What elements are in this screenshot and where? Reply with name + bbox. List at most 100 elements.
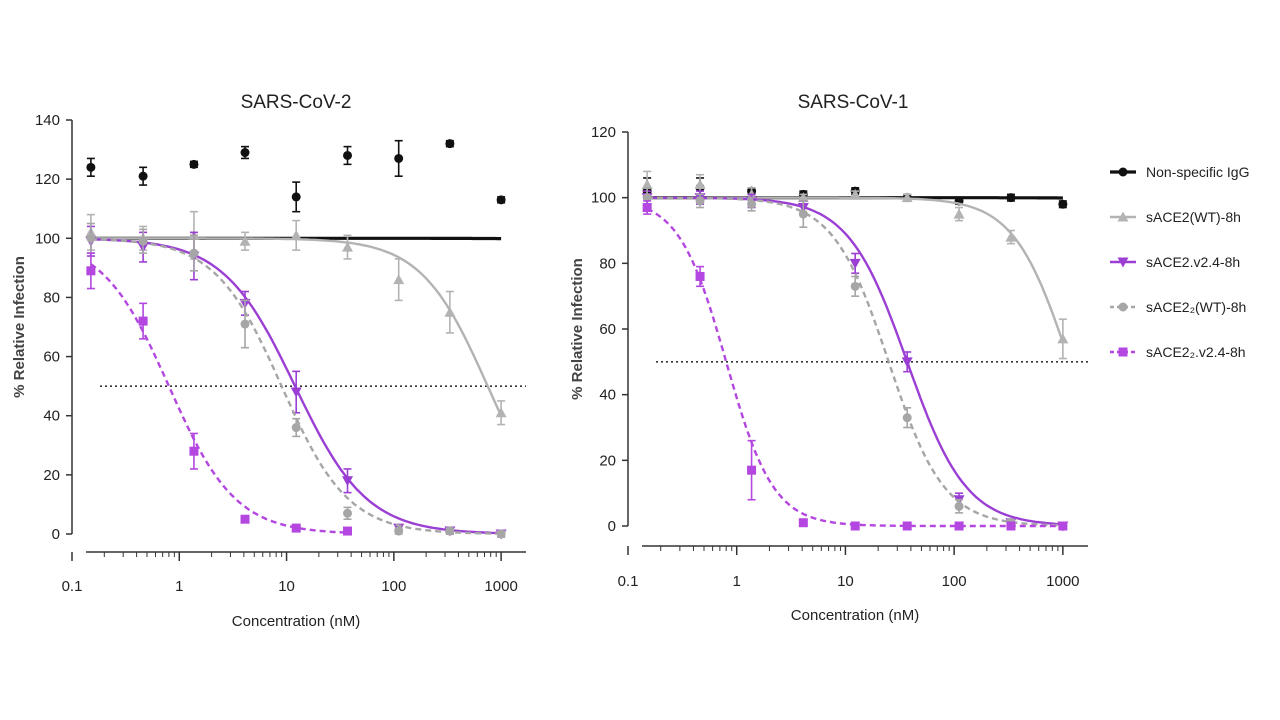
data-point xyxy=(850,281,860,291)
data-point xyxy=(953,208,965,219)
legend-item-wt2: sACE2₂(WT)-8h xyxy=(1110,299,1246,315)
data-point xyxy=(342,476,354,487)
data-point xyxy=(343,150,353,160)
fit-curve xyxy=(647,196,1063,526)
series-v242 xyxy=(642,200,1068,531)
data-point xyxy=(695,196,705,206)
data-point xyxy=(1005,231,1017,242)
data-point xyxy=(444,306,456,317)
legend-marker xyxy=(1118,347,1128,357)
y-tick-label: 60 xyxy=(599,321,616,338)
data-point xyxy=(393,274,405,285)
data-point xyxy=(849,188,861,199)
chart-panel-sars-cov-1: SARS-CoV-1 0 20 40 60 80 100 120 0.1 1 10 100 1000 Co… xyxy=(569,92,1088,624)
y-tick-label: 120 xyxy=(591,124,616,141)
y-tick-label: 120 xyxy=(35,171,60,188)
data-point xyxy=(641,179,653,190)
data-point xyxy=(189,446,199,456)
x-tick-label: 10 xyxy=(278,578,295,595)
series-v242 xyxy=(86,252,353,536)
chart-title: SARS-CoV-1 xyxy=(798,92,909,113)
data-point xyxy=(189,248,199,258)
data-point xyxy=(291,192,301,202)
y-axis-label: % Relative Infection xyxy=(569,258,586,400)
y-tick-label: 0 xyxy=(608,518,616,535)
legend: Non-specific IgG sACE2(WT)-8h sACE2.v2.4-8… xyxy=(1110,164,1249,360)
data-point xyxy=(695,271,705,281)
data-point xyxy=(1058,199,1068,209)
chart-title: SARS-CoV-2 xyxy=(241,92,352,113)
y-tick-label: 100 xyxy=(591,190,616,207)
fit-curve xyxy=(647,196,1063,527)
legend-label: sACE2₂(WT)-8h xyxy=(1146,299,1246,315)
y-tick-label: 40 xyxy=(43,408,60,425)
data-point xyxy=(902,521,912,531)
data-point xyxy=(747,199,757,209)
x-axis-label: Concentration (nM) xyxy=(232,613,360,630)
data-point xyxy=(1057,333,1069,344)
data-point xyxy=(496,529,506,539)
x-tick-label: 1 xyxy=(175,578,183,595)
x-tick-label: 10 xyxy=(837,573,854,590)
data-point xyxy=(86,233,96,243)
x-axis-label: Concentration (nM) xyxy=(791,607,919,624)
series-v24 xyxy=(85,225,507,540)
data-point xyxy=(694,179,706,190)
data-point xyxy=(291,423,301,433)
data-point xyxy=(291,523,301,533)
data-point xyxy=(445,526,455,536)
legend-label: sACE2₂.v2.4-8h xyxy=(1146,344,1246,360)
series-wt2 xyxy=(642,187,1068,531)
data-point xyxy=(496,195,506,205)
data-point xyxy=(240,514,250,524)
fit-curve xyxy=(90,263,348,534)
data-point xyxy=(901,357,913,368)
data-point xyxy=(954,521,964,531)
legend-item-wt: sACE2(WT)-8h xyxy=(1110,209,1241,225)
data-point xyxy=(86,162,96,172)
data-point xyxy=(239,235,251,246)
data-point xyxy=(138,236,148,246)
data-point xyxy=(342,241,354,252)
data-point xyxy=(138,316,148,326)
data-point xyxy=(902,413,912,423)
data-point xyxy=(642,203,652,213)
data-point xyxy=(954,501,964,511)
data-point xyxy=(86,266,96,276)
legend-marker xyxy=(1117,211,1129,222)
y-tick-label: 40 xyxy=(599,387,616,404)
data-point xyxy=(343,526,353,536)
y-tick-label: 100 xyxy=(35,230,60,247)
legend-marker xyxy=(1118,302,1128,312)
legend-item-igg: Non-specific IgG xyxy=(1110,164,1249,180)
data-point xyxy=(901,192,913,203)
x-tick-label: 100 xyxy=(381,578,406,595)
data-point xyxy=(1006,521,1016,531)
x-tick-label: 0.1 xyxy=(618,573,639,590)
data-point xyxy=(394,526,404,536)
data-point xyxy=(1006,193,1016,203)
y-tick-label: 60 xyxy=(43,349,60,366)
legend-marker xyxy=(1117,257,1129,268)
data-point xyxy=(394,153,404,163)
legend-item-v24: sACE2.v2.4-8h xyxy=(1110,254,1240,270)
data-point xyxy=(495,407,507,418)
legend-label: Non-specific IgG xyxy=(1146,164,1249,180)
data-point xyxy=(1058,521,1068,531)
data-point xyxy=(138,171,148,181)
y-tick-label: 80 xyxy=(599,255,616,272)
data-point xyxy=(798,209,808,219)
x-tick-label: 1000 xyxy=(1046,573,1079,590)
data-point xyxy=(240,148,250,158)
data-point xyxy=(747,465,757,475)
data-point xyxy=(850,521,860,531)
legend-label: sACE2.v2.4-8h xyxy=(1146,254,1240,270)
x-tick-label: 100 xyxy=(942,573,967,590)
data-point xyxy=(798,518,808,528)
legend-marker xyxy=(1118,167,1128,177)
data-point xyxy=(642,193,652,203)
data-point xyxy=(797,192,809,203)
y-tick-label: 140 xyxy=(35,112,60,129)
x-tick-label: 1000 xyxy=(484,578,517,595)
data-point xyxy=(189,159,199,169)
